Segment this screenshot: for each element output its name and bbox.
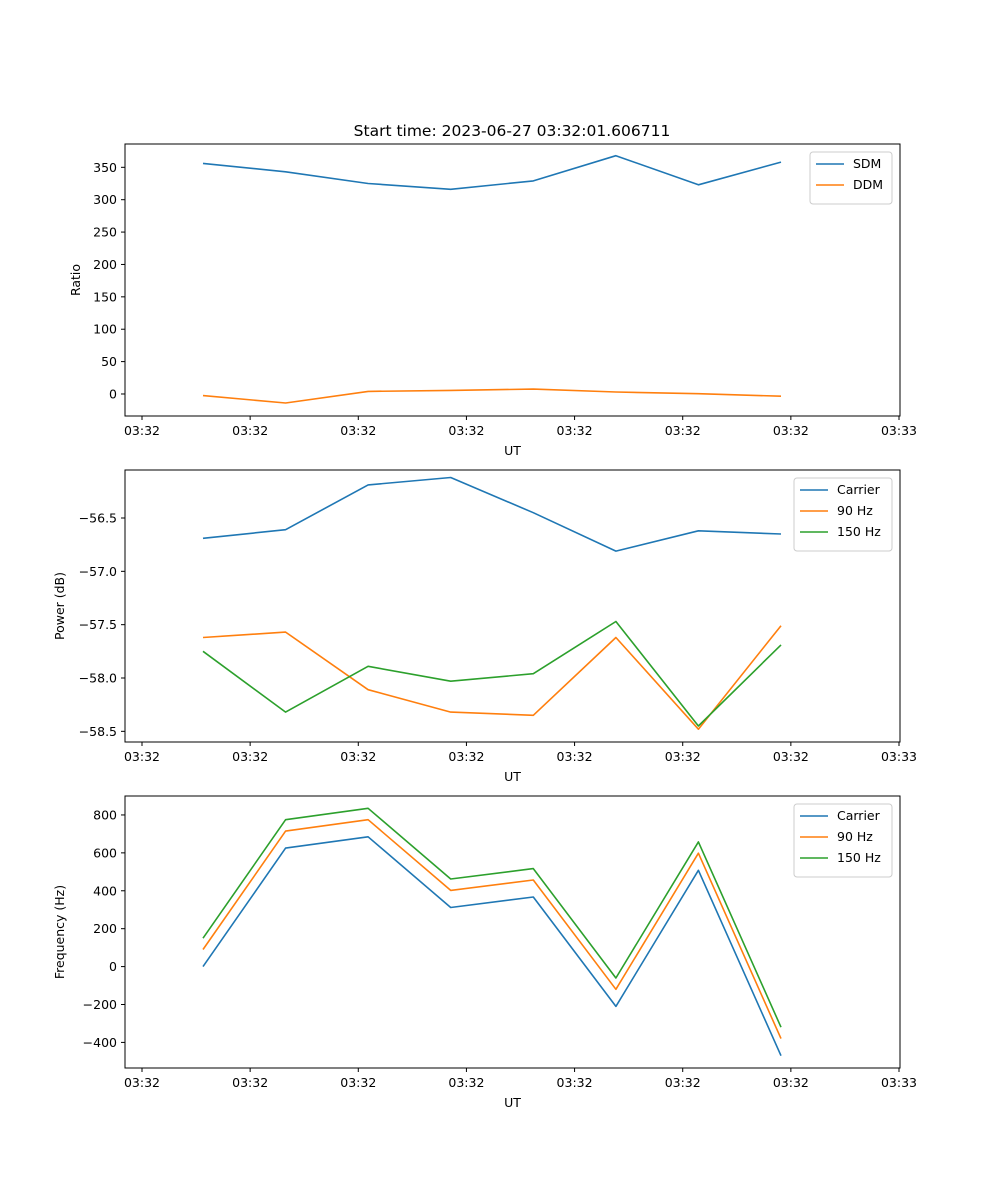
x-tick-label: 03:32: [340, 423, 376, 438]
x-tick-label: 03:32: [448, 749, 484, 764]
x-tick-label: 03:32: [448, 423, 484, 438]
x-tick-label: 03:32: [773, 749, 809, 764]
y-tick-label: 400: [93, 883, 117, 898]
series-line-90-hz: [202, 818, 782, 1039]
y-tick-label: 50: [101, 354, 117, 369]
legend-entry: DDM: [853, 177, 883, 192]
legend: Carrier 90 Hz 150 Hz: [793, 477, 893, 552]
y-tick-label: 350: [93, 160, 117, 175]
panel-2: 03:32 03:32 03:32 03:32 03:32 03:32 03:32 03:33…: [52, 469, 917, 784]
legend-entry: SDM: [853, 156, 881, 171]
x-tick-label: 03:32: [448, 1075, 484, 1090]
series-line-carrier: [202, 835, 782, 1057]
x-tick-label: 03:32: [557, 1075, 593, 1090]
x-tick-label: 03:32: [773, 423, 809, 438]
y-tick-label: 600: [93, 845, 117, 860]
y-tick-label: −58.0: [79, 671, 117, 686]
x-tick-label: 03:33: [881, 1075, 917, 1090]
series-line-90-hz: [202, 625, 782, 731]
axes-frame: [124, 795, 901, 1069]
x-tick-label: 03:32: [665, 749, 701, 764]
panel-1: 03:32 03:32 03:32 03:32 03:32 03:32 03:32 03:33…: [68, 143, 917, 458]
x-tick-label: 03:32: [124, 749, 160, 764]
panel-3: 03:32 03:32 03:32 03:32 03:32 03:32 03:32 03:33…: [52, 795, 917, 1110]
x-tick-label: 03:32: [340, 1075, 376, 1090]
y-tick-label: −56.5: [79, 511, 117, 526]
x-tick-label: 03:32: [665, 423, 701, 438]
y-tick-label: −57.5: [79, 617, 117, 632]
x-tick-label: 03:33: [881, 423, 917, 438]
legend-entry: 90 Hz: [837, 829, 873, 844]
x-axis-label: UT: [504, 443, 521, 458]
y-axis-label: Power (dB): [52, 572, 67, 640]
x-tick-label: 03:32: [557, 749, 593, 764]
y-tick-label: 300: [93, 192, 117, 207]
x-tick-label: 03:32: [232, 1075, 268, 1090]
x-tick-label: 03:32: [773, 1075, 809, 1090]
legend-frame: [809, 151, 893, 205]
axes-frame: [124, 469, 901, 743]
legend-entry: Carrier: [837, 808, 881, 823]
x-tick-label: 03:32: [232, 423, 268, 438]
y-tick-label: −400: [83, 1035, 117, 1050]
legend-entry: 150 Hz: [837, 850, 881, 865]
x-tick-label: 03:32: [340, 749, 376, 764]
legend-entry: 150 Hz: [837, 524, 881, 539]
y-tick-label: 0: [109, 959, 117, 974]
y-tick-label: 250: [93, 225, 117, 240]
y-tick-label: 150: [93, 289, 117, 304]
series-line-ddm: [202, 388, 782, 404]
y-tick-label: −57.0: [79, 564, 117, 579]
axes-frame: [124, 143, 901, 417]
series-line-150-hz: [202, 807, 782, 1028]
y-axis-label: Ratio: [68, 264, 83, 296]
x-tick-label: 03:32: [124, 423, 160, 438]
series-line-sdm: [202, 154, 782, 191]
y-tick-label: −58.5: [79, 724, 117, 739]
legend: Carrier 90 Hz 150 Hz: [793, 803, 893, 878]
legend-entry: Carrier: [837, 482, 881, 497]
legend: SDM DDM: [809, 151, 893, 205]
figure-title: Start time: 2023-06-27 03:32:01.606711: [354, 122, 671, 140]
panels: 03:32 03:32 03:32 03:32 03:32 03:32 03:32 03:33…: [52, 143, 917, 1110]
y-tick-label: −200: [83, 997, 117, 1012]
x-axis-label: UT: [504, 1095, 521, 1110]
x-tick-label: 03:32: [557, 423, 593, 438]
y-tick-label: 200: [93, 257, 117, 272]
x-axis-label: UT: [504, 769, 521, 784]
legend-entry: 90 Hz: [837, 503, 873, 518]
series-line-carrier: [202, 476, 782, 552]
x-tick-label: 03:32: [665, 1075, 701, 1090]
x-tick-label: 03:33: [881, 749, 917, 764]
y-axis-label: Frequency (Hz): [52, 885, 67, 979]
y-tick-label: 200: [93, 921, 117, 936]
y-tick-label: 0: [109, 386, 117, 401]
y-tick-label: 100: [93, 322, 117, 337]
y-tick-label: 800: [93, 807, 117, 822]
x-tick-label: 03:32: [232, 749, 268, 764]
series-line-150-hz: [202, 620, 782, 727]
x-tick-label: 03:32: [124, 1075, 160, 1090]
